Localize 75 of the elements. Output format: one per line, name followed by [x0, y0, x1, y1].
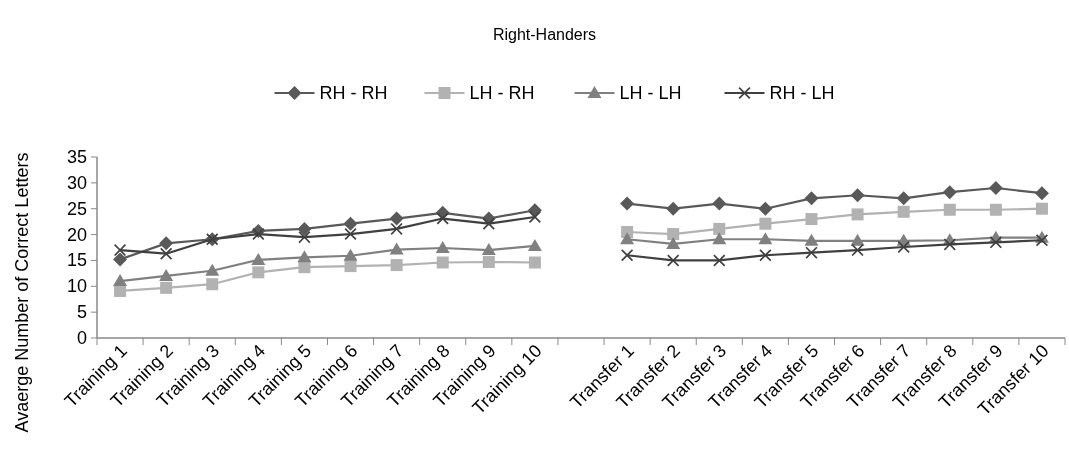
point	[528, 210, 541, 223]
point	[989, 236, 1002, 249]
point	[988, 181, 1003, 196]
point	[805, 213, 818, 226]
point	[620, 232, 635, 245]
point	[389, 242, 404, 255]
point	[712, 196, 727, 211]
y-tick-label: 35	[66, 147, 87, 167]
point	[159, 268, 174, 281]
legend-label: RH - LH	[769, 83, 835, 103]
y-tick-label: 20	[66, 224, 87, 245]
point	[113, 274, 128, 287]
point	[943, 238, 956, 251]
point	[896, 191, 911, 206]
point	[390, 259, 403, 272]
point	[436, 212, 449, 225]
point	[713, 254, 726, 267]
y-tick-label: 0	[76, 328, 87, 348]
legend-label: RH - RH	[319, 83, 388, 103]
point	[252, 266, 265, 279]
point	[389, 211, 404, 226]
point	[667, 228, 680, 241]
point	[205, 263, 220, 276]
chart-title: Right-Handers	[492, 26, 597, 43]
point	[759, 217, 772, 230]
point	[435, 241, 450, 254]
legend-label: LH - LH	[619, 83, 682, 103]
point	[758, 232, 773, 245]
point	[804, 191, 819, 206]
point	[527, 238, 542, 251]
point	[481, 243, 496, 256]
point	[943, 203, 956, 216]
legend-label: LH - RH	[469, 83, 535, 103]
point	[1034, 186, 1049, 201]
point	[113, 252, 128, 267]
point	[759, 249, 772, 262]
y-axis-title: Avaerge Number of Correct Letters	[12, 152, 32, 433]
point	[666, 201, 681, 216]
point	[343, 248, 358, 261]
point	[297, 221, 312, 236]
y-tick-label: 25	[66, 198, 87, 219]
point	[1035, 234, 1048, 247]
point	[298, 261, 311, 274]
point	[297, 250, 312, 263]
point	[758, 201, 773, 216]
y-tick-label: 15	[66, 250, 87, 271]
point	[344, 260, 357, 273]
point	[114, 244, 127, 257]
point	[989, 203, 1002, 216]
point	[620, 196, 635, 211]
point	[942, 185, 957, 200]
point	[1035, 202, 1048, 215]
point	[712, 232, 727, 245]
point	[528, 256, 541, 269]
point	[343, 216, 358, 231]
y-tick-label: 30	[66, 172, 87, 193]
point	[482, 255, 495, 268]
point	[482, 217, 495, 230]
point	[850, 233, 865, 246]
point	[851, 208, 864, 221]
point	[804, 233, 819, 246]
point	[666, 236, 681, 249]
point	[160, 281, 173, 294]
y-tick-label: 10	[66, 276, 87, 297]
point	[436, 256, 449, 269]
point	[897, 205, 910, 218]
y-tick-label: 5	[76, 302, 87, 323]
point	[160, 247, 173, 260]
point	[206, 278, 219, 291]
point	[850, 188, 865, 203]
point	[621, 249, 634, 262]
point	[805, 246, 818, 259]
point	[713, 222, 726, 235]
point	[159, 236, 174, 251]
point	[251, 252, 266, 265]
